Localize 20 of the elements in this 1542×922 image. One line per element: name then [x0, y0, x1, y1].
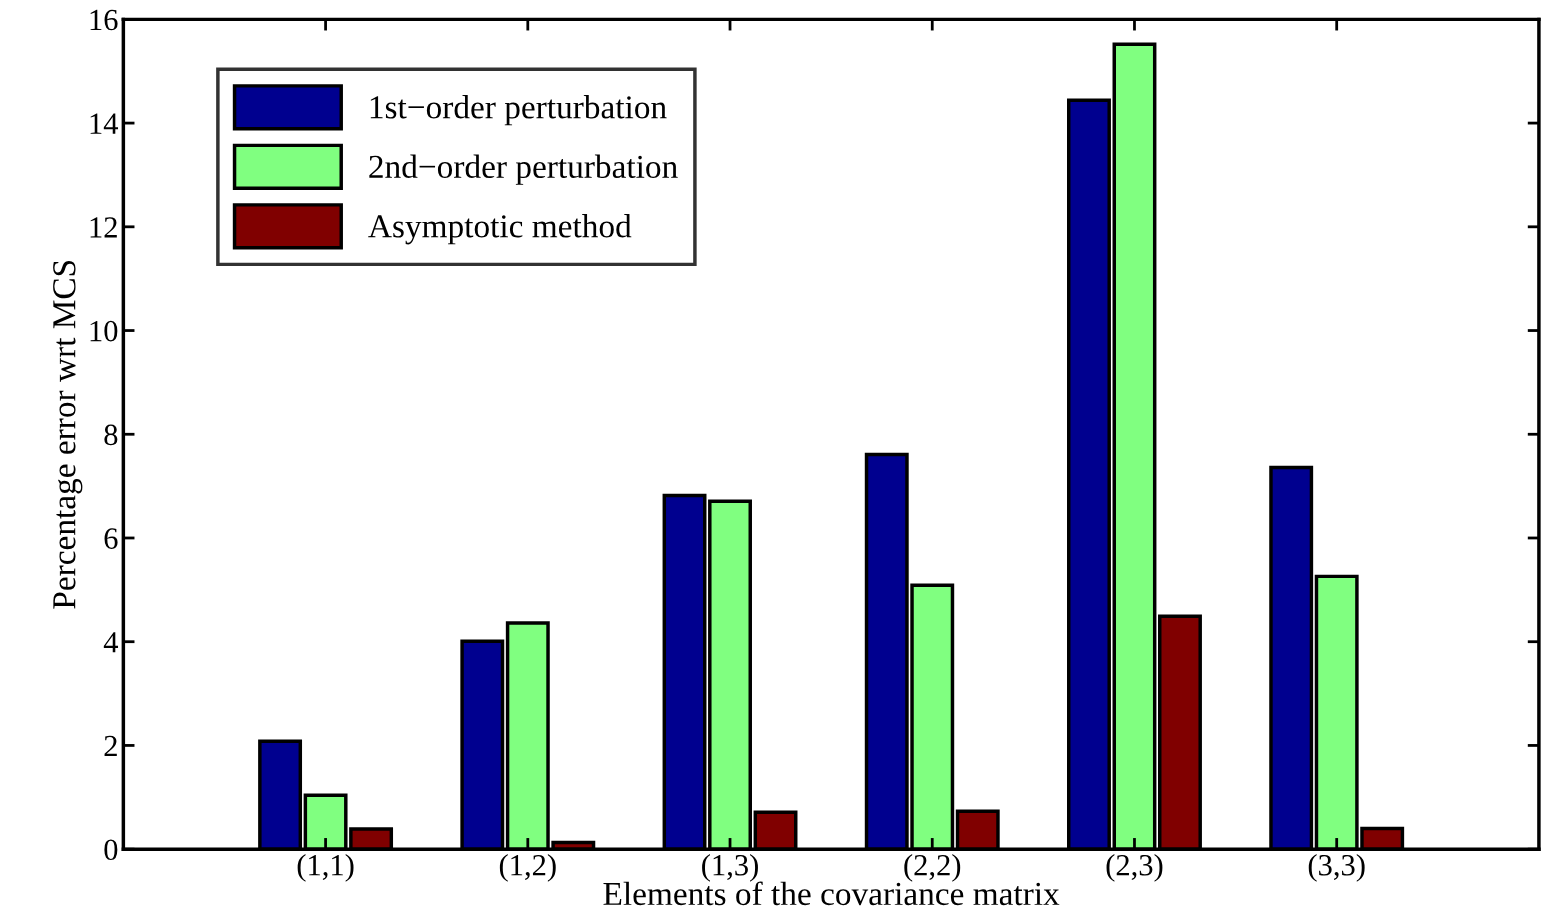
x-tick-label: (1,2): [499, 854, 556, 882]
legend-label: Asymptotic method: [368, 214, 632, 245]
x-axis-title: Elements of the covariance matrix: [603, 881, 1060, 906]
x-tick-label: (3,3): [1308, 854, 1365, 882]
x-tick-label: (1,1): [297, 854, 354, 882]
y-tick-label: 12: [90, 217, 117, 238]
y-tick-label: 16: [90, 9, 118, 31]
legend-label: 1st−order perturbation: [370, 95, 667, 126]
y-tick-label: 6: [104, 528, 118, 549]
y-tick-label: 14: [90, 113, 119, 134]
legend-label: 2nd−order perturbation: [369, 154, 678, 185]
y-tick-label: 4: [103, 632, 119, 653]
x-tick-label: (2,2): [904, 854, 961, 882]
y-axis-title: Percentage error wrt MCS: [53, 260, 83, 609]
y-tick-label: 10: [90, 320, 118, 342]
x-tick-label: (1,3): [702, 854, 758, 882]
x-tick-label: (2,3): [1106, 854, 1163, 882]
y-tick-label: 8: [104, 424, 118, 446]
y-tick-label: 0: [104, 839, 118, 861]
y-tick-label: 2: [104, 735, 117, 757]
